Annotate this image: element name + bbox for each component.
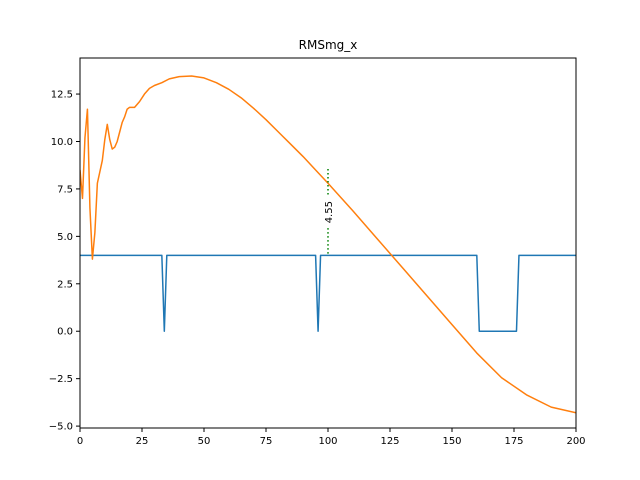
chart-title: RMSmg_x xyxy=(299,38,358,52)
y-axis: −5.0 −2.5 0.0 2.5 5.0 7.5 10.0 12.5 xyxy=(49,90,80,433)
y-tick-label: 10.0 xyxy=(51,137,73,148)
x-tick-label: 100 xyxy=(318,436,337,447)
x-tick-label: 75 xyxy=(260,436,273,447)
y-tick-label: 0.0 xyxy=(57,327,73,338)
annotation-layer: 4.55 xyxy=(324,169,335,256)
y-tick-label: 12.5 xyxy=(51,90,73,101)
x-axis: 0 25 50 75 100 125 150 175 200 xyxy=(77,428,586,447)
plot-area xyxy=(80,75,576,414)
annotation-label: 4.55 xyxy=(324,201,335,223)
y-tick-label: 5.0 xyxy=(57,232,73,243)
y-tick-label: 7.5 xyxy=(57,184,73,195)
x-tick-label: 25 xyxy=(136,436,149,447)
x-tick-label: 0 xyxy=(77,436,83,447)
y-tick-label: 2.5 xyxy=(57,279,73,290)
series-line-1 xyxy=(80,75,576,414)
x-tick-label: 200 xyxy=(566,436,585,447)
x-tick-label: 175 xyxy=(504,436,523,447)
x-tick-label: 50 xyxy=(198,436,211,447)
y-tick-label: −2.5 xyxy=(49,374,73,385)
y-tick-label: −5.0 xyxy=(49,422,73,433)
x-tick-label: 125 xyxy=(380,436,399,447)
x-tick-label: 150 xyxy=(442,436,461,447)
series-line-0 xyxy=(80,254,576,332)
